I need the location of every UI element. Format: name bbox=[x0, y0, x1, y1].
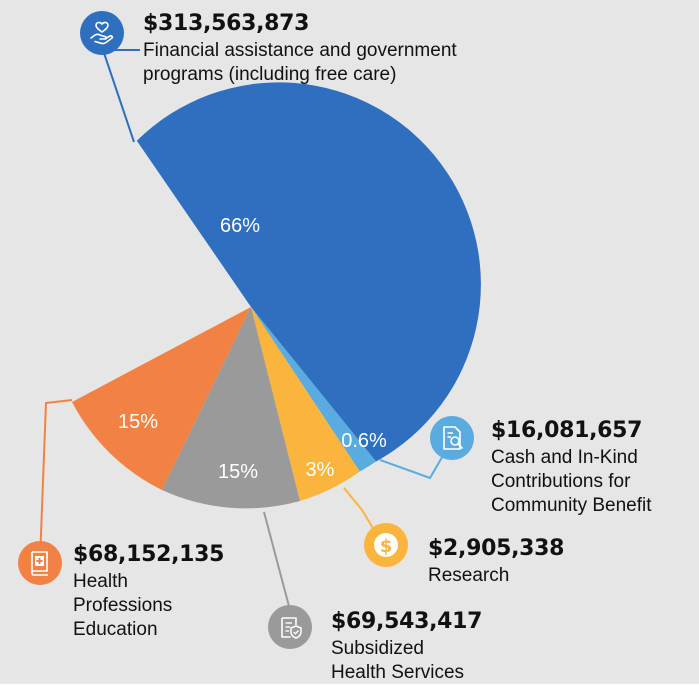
amount-cash: $16,081,657 bbox=[491, 418, 643, 443]
dollar-coin-icon: $ bbox=[364, 523, 408, 567]
amount-research: $2,905,338 bbox=[428, 536, 565, 561]
description-subsidized: Subsidized Health Services bbox=[331, 637, 464, 685]
slice-financial-assistance bbox=[136, 82, 481, 462]
slice-research bbox=[251, 307, 360, 501]
amount-financial: $313,563,873 bbox=[143, 11, 310, 36]
description-cash: Cash and In-Kind Contributions for Commu… bbox=[491, 446, 652, 518]
description-education-line2: Professions bbox=[73, 595, 173, 616]
medical-book-icon bbox=[18, 541, 62, 585]
description-financial-line1: Financial assistance and government bbox=[143, 40, 457, 61]
amount-education: $68,152,135 bbox=[73, 542, 225, 567]
description-research: Research bbox=[428, 564, 509, 588]
slice-subsidized-health bbox=[162, 307, 300, 509]
document-search-icon bbox=[430, 416, 474, 460]
slice-health-professions bbox=[72, 307, 251, 490]
leader-line-subsidized bbox=[263, 511, 291, 611]
percent-label-blue: 66% bbox=[220, 215, 260, 237]
amount-subsidized: $69,543,417 bbox=[331, 609, 483, 634]
description-financial-line2: programs (including free care) bbox=[143, 64, 397, 85]
description-cash-line1: Cash and In-Kind bbox=[491, 447, 638, 468]
description-subsidized-line1: Subsidized bbox=[331, 638, 424, 659]
svg-text:$: $ bbox=[380, 536, 393, 557]
description-research-line1: Research bbox=[428, 565, 510, 586]
leader-line-education bbox=[39, 399, 73, 561]
percent-label-yellow: 3% bbox=[306, 459, 335, 481]
percent-label-light-blue: 0.6% bbox=[341, 430, 387, 452]
description-cash-line3: Community Benefit bbox=[491, 495, 652, 516]
description-subsidized-line2: Health Services bbox=[331, 662, 465, 683]
slice-cash-in-kind bbox=[251, 307, 376, 472]
description-education-line1: Health bbox=[73, 571, 128, 592]
description-financial: Financial assistance and government prog… bbox=[143, 39, 457, 87]
heart-hand-icon bbox=[80, 11, 124, 55]
clipboard-shield-icon bbox=[268, 605, 312, 649]
description-cash-line2: Contributions for bbox=[491, 471, 631, 492]
percent-label-gray: 15% bbox=[218, 461, 258, 483]
description-education: Health Professions Education bbox=[73, 570, 172, 642]
description-education-line3: Education bbox=[73, 619, 158, 640]
percent-label-orange: 15% bbox=[118, 411, 158, 433]
leader-line-financial bbox=[101, 49, 140, 143]
